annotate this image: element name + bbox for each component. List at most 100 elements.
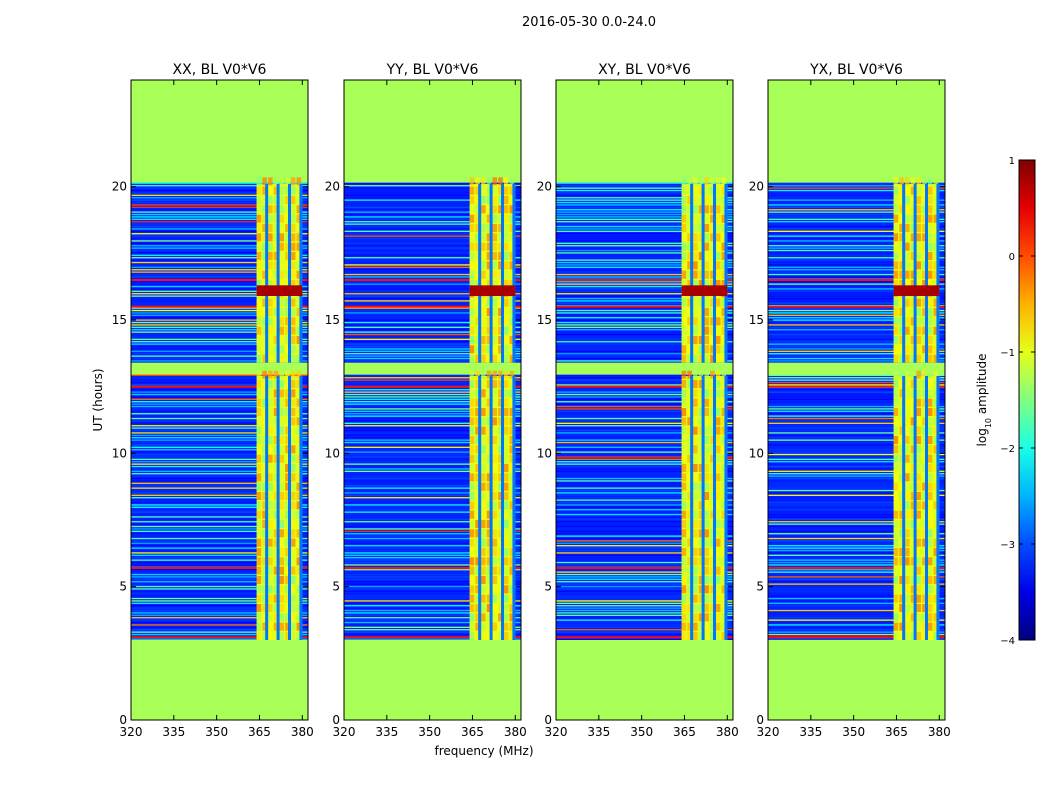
time-stripe xyxy=(556,429,733,432)
time-stripe xyxy=(556,593,733,595)
time-stripe xyxy=(768,329,945,331)
time-stripe xyxy=(768,348,945,350)
rfi-cell xyxy=(492,280,498,288)
colorbar-tick-label: −2 xyxy=(1000,444,1015,455)
rfi-cell xyxy=(681,380,687,388)
rfi-cell xyxy=(710,529,715,538)
rfi-cell xyxy=(262,520,267,528)
time-stripe xyxy=(344,626,521,628)
rfi-cell xyxy=(285,417,290,426)
rfi-cell xyxy=(893,529,899,538)
time-stripe xyxy=(344,206,521,208)
rfi-cell xyxy=(498,233,503,242)
rfi-cell xyxy=(279,336,285,344)
rfi-cell xyxy=(922,520,927,528)
rfi-cell xyxy=(899,464,904,472)
rfi-cell xyxy=(893,317,899,326)
rfi-cell xyxy=(296,520,302,528)
rfi-cell xyxy=(279,576,285,584)
x-tick-label: 380 xyxy=(291,725,314,739)
time-stripe xyxy=(131,465,308,468)
time-stripe xyxy=(131,449,308,451)
rfi-cell xyxy=(721,594,727,603)
time-stripe xyxy=(344,329,521,331)
rfi-cell xyxy=(296,464,302,472)
rfi-cell xyxy=(256,280,262,288)
rfi-cell xyxy=(721,417,727,426)
rfi-cell xyxy=(681,233,687,242)
time-stripe xyxy=(344,269,521,271)
rfi-cell xyxy=(475,492,480,500)
time-stripe xyxy=(768,624,945,626)
time-stripe xyxy=(768,595,945,597)
time-stripe xyxy=(131,235,308,237)
rfi-cell xyxy=(916,298,922,307)
time-stripe xyxy=(344,545,521,547)
time-stripe xyxy=(556,247,733,249)
time-stripe xyxy=(556,324,733,326)
time-stripe xyxy=(556,629,733,631)
rfi-cell xyxy=(893,557,899,566)
rfi-cell xyxy=(698,380,704,388)
time-stripe xyxy=(131,381,308,384)
time-stripe xyxy=(768,324,945,326)
time-stripe xyxy=(556,252,733,254)
time-stripe xyxy=(768,585,945,588)
rfi-cell xyxy=(693,482,698,491)
time-stripe xyxy=(556,561,733,564)
time-stripe xyxy=(131,624,308,626)
time-stripe xyxy=(131,429,308,432)
time-stripe xyxy=(131,233,308,235)
rfi-cell xyxy=(916,604,922,612)
rfi-cell xyxy=(933,205,939,214)
x-tick-label: 320 xyxy=(757,725,780,739)
rfi-cell xyxy=(922,436,927,444)
rfi-cell xyxy=(268,622,273,631)
time-stripe xyxy=(556,528,733,530)
rfi-cell xyxy=(704,205,710,214)
rfi-cell xyxy=(681,242,687,251)
rfi-cell xyxy=(910,224,916,232)
rfi-cell xyxy=(715,389,721,398)
rfi-cell xyxy=(256,186,262,195)
rfi-cell xyxy=(279,482,285,491)
time-stripe xyxy=(131,552,308,554)
rfi-cell xyxy=(279,604,285,612)
rfi-cell xyxy=(681,408,687,416)
rfi-cell xyxy=(910,326,916,335)
time-stripe xyxy=(344,233,521,235)
rfi-cell xyxy=(693,280,698,288)
rfi-cell xyxy=(704,408,710,416)
rfi-cell xyxy=(481,398,486,407)
rfi-cell xyxy=(933,242,939,251)
rfi-cell xyxy=(910,298,916,307)
rfi-cell xyxy=(910,548,916,556)
rfi-cell xyxy=(698,454,704,463)
time-stripe xyxy=(556,410,733,412)
time-stripe xyxy=(556,319,733,321)
rfi-cell xyxy=(509,380,515,388)
rfi-cell xyxy=(285,308,290,316)
time-stripe xyxy=(131,264,308,266)
rfi-cell xyxy=(893,501,899,510)
time-stripe xyxy=(768,549,945,552)
rfi-cell xyxy=(503,520,509,528)
rfi-cell xyxy=(486,510,492,519)
time-stripe xyxy=(131,617,308,619)
time-stripe xyxy=(768,638,945,640)
rfi-cell xyxy=(899,196,904,204)
rfi-cell xyxy=(509,604,515,612)
time-stripe xyxy=(131,225,308,228)
time-stripe xyxy=(131,377,308,379)
time-stripe xyxy=(344,569,521,571)
time-stripe xyxy=(131,547,308,549)
x-tick-label: 350 xyxy=(205,725,228,739)
rfi-cell xyxy=(893,473,899,482)
time-stripe xyxy=(344,410,521,412)
time-stripe xyxy=(556,427,733,429)
rfi-cell xyxy=(710,613,715,622)
rfi-cell xyxy=(509,464,515,472)
x-tick-label: 380 xyxy=(716,725,739,739)
rfi-cell xyxy=(933,408,939,416)
